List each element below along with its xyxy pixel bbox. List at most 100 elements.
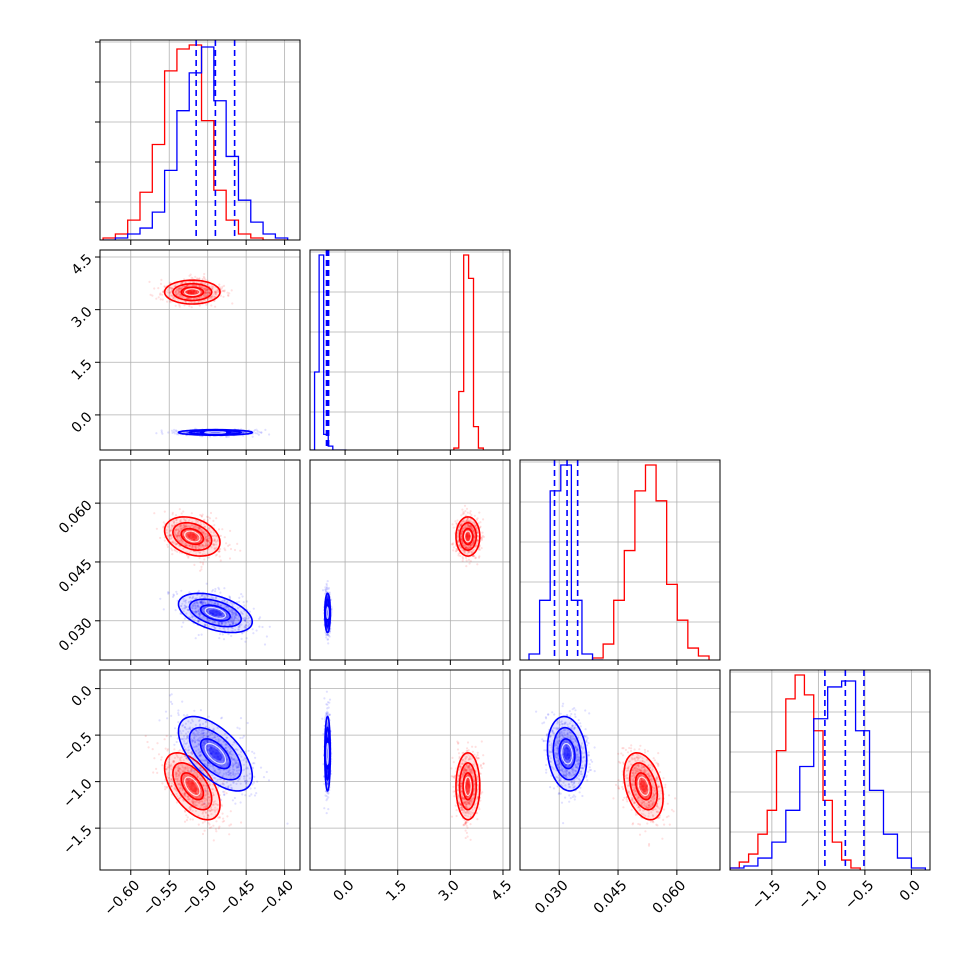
scatter-point [193, 538, 196, 541]
scatter-point [187, 534, 190, 537]
scatter-point [204, 543, 208, 546]
scatter-point [199, 513, 202, 517]
scatter-point [244, 619, 247, 623]
scatter-point [207, 625, 210, 628]
grid [100, 250, 300, 450]
scatter-point [159, 292, 162, 295]
scatter-point [184, 519, 187, 522]
scatter-point [194, 546, 197, 549]
histogram-series-1 [528, 464, 604, 660]
scatter-point [218, 613, 221, 616]
scatter-point [197, 619, 201, 622]
scatter-point [194, 610, 197, 613]
scatter-point [457, 530, 460, 533]
scatter-point [186, 290, 189, 293]
scatter-point [460, 537, 463, 541]
scatter-point [210, 295, 213, 298]
scatter-point [472, 530, 476, 533]
scatter-point [214, 596, 217, 599]
scatter-point [198, 431, 201, 434]
scatter-point [201, 544, 204, 547]
scatter-point [228, 543, 231, 547]
scatter-point [479, 525, 482, 528]
scatter-point [147, 746, 150, 749]
scatter-point [177, 289, 181, 292]
scatter-point [179, 539, 183, 542]
scatter-point [183, 820, 187, 823]
scatter-point [203, 525, 206, 528]
scatter-point [206, 618, 209, 621]
scatter-point [231, 622, 234, 626]
scatter-point [192, 289, 195, 292]
scatter-point [468, 562, 471, 565]
scatter-point [229, 610, 232, 613]
scatter-point [467, 525, 470, 528]
scatter-point [468, 519, 471, 523]
scatter-point [206, 535, 209, 538]
scatter-point [235, 614, 238, 617]
scatter-point [182, 510, 185, 513]
scatter-point [212, 612, 215, 615]
scatter-point [472, 530, 475, 533]
scatter-point [177, 528, 180, 531]
scatter-point [268, 625, 271, 628]
scatter-point [178, 508, 181, 511]
scatter-point [321, 589, 325, 592]
scatter-point [188, 535, 191, 538]
scatter-point [178, 287, 181, 290]
scatter-point [252, 632, 255, 635]
scatter-point [237, 625, 240, 629]
scatter-point [175, 528, 178, 531]
scatter-point [170, 429, 174, 432]
scatter-point [458, 525, 461, 529]
scatter-point [469, 510, 472, 513]
scatter-point [188, 291, 191, 294]
scatter-point [467, 524, 470, 527]
scatter-point [230, 616, 233, 620]
scatter-point [191, 292, 194, 295]
scatter-point [187, 280, 190, 283]
scatter-point [192, 289, 195, 292]
scatter-point [468, 546, 472, 549]
scatter-point [215, 609, 218, 613]
scatter-point [200, 536, 203, 539]
scatter-point [215, 614, 218, 617]
scatter-point [177, 288, 180, 291]
scatter-point [155, 297, 158, 300]
scatter-point [178, 534, 181, 537]
scatter-point [199, 569, 202, 572]
scatter-point [241, 595, 244, 598]
scatter-point [188, 297, 191, 300]
scatter-point [179, 293, 182, 297]
histogram-series-0 [591, 464, 710, 660]
scatter-point [189, 544, 192, 547]
scatter-point [177, 532, 180, 535]
scatter-point [327, 586, 330, 590]
scatter-point [180, 528, 184, 531]
scatter-point [241, 431, 245, 434]
scatter-point [475, 525, 478, 528]
scatter-point [456, 519, 459, 522]
scatter-point [206, 537, 209, 540]
scatter-point [204, 533, 207, 536]
scatter-point [203, 287, 206, 290]
scatter-point [204, 282, 207, 285]
scatter-point [228, 292, 231, 295]
scatter-point [464, 510, 467, 513]
scatter-point [463, 512, 466, 515]
scatter-point [213, 614, 216, 618]
scatter-point [231, 622, 234, 625]
scatter-point [208, 619, 211, 622]
scatter-point [211, 608, 215, 611]
scatter-point [206, 519, 209, 522]
scatter-point [163, 510, 166, 513]
scatter-point [182, 531, 185, 534]
scatter-point [255, 428, 258, 431]
scatter-point [196, 546, 200, 549]
scatter-point [207, 538, 210, 542]
scatter-point [200, 600, 203, 603]
scatter-point [211, 588, 215, 592]
scatter-point [460, 532, 463, 535]
scatter-point [187, 292, 190, 295]
scatter-point [202, 550, 205, 553]
